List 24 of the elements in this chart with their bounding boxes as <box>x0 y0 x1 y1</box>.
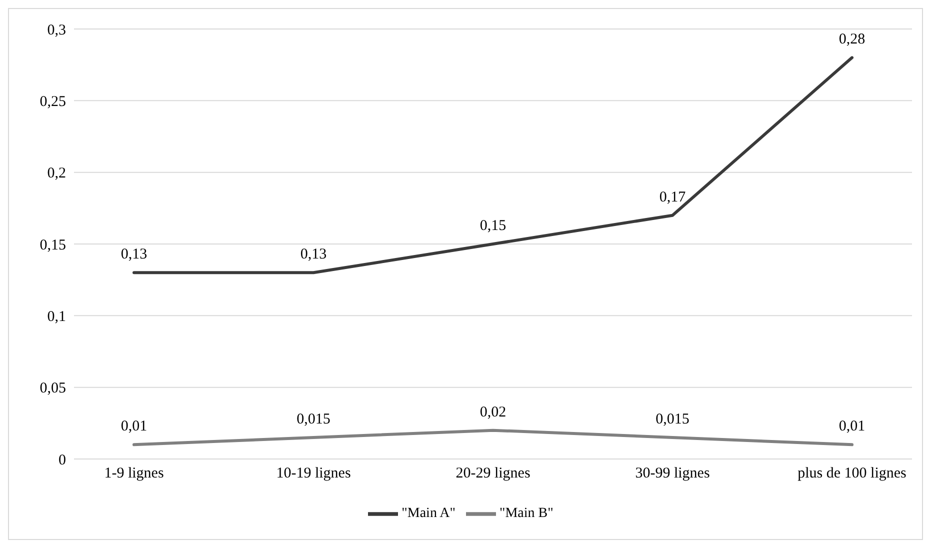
x-tick-label: 1-9 lignes <box>104 466 164 482</box>
x-tick-label: 20-29 lignes <box>456 466 530 482</box>
y-tick-label: 0 <box>58 452 66 468</box>
data-label: 0,02 <box>480 404 506 420</box>
x-tick-label: 30-99 lignes <box>635 466 710 482</box>
y-tick-label: 0,2 <box>47 166 66 182</box>
data-label: 0,01 <box>120 418 148 435</box>
x-tick-label: plus de 100 lignes <box>798 466 907 482</box>
legend-label: "Main A" <box>402 506 456 522</box>
data-label: 0,015 <box>296 412 330 428</box>
y-tick-label: 0,25 <box>40 94 66 110</box>
data-label: 0,28 <box>838 32 866 48</box>
y-tick-label: 0,15 <box>40 237 66 254</box>
y-tick-label: 0,1 <box>47 308 66 325</box>
data-label: 0,015 <box>656 412 690 428</box>
data-label: 0,13 <box>120 246 148 263</box>
data-label: 0,01 <box>838 418 866 435</box>
data-label: 0,15 <box>480 218 506 234</box>
y-tick-label: 0,05 <box>40 380 66 397</box>
y-tick-label: 0,3 <box>47 22 66 38</box>
data-label: 0,13 <box>300 246 327 263</box>
legend-label: "Main B" <box>500 506 554 522</box>
x-tick-label: 10-19 lignes <box>276 466 351 482</box>
data-label: 0,17 <box>659 189 686 206</box>
